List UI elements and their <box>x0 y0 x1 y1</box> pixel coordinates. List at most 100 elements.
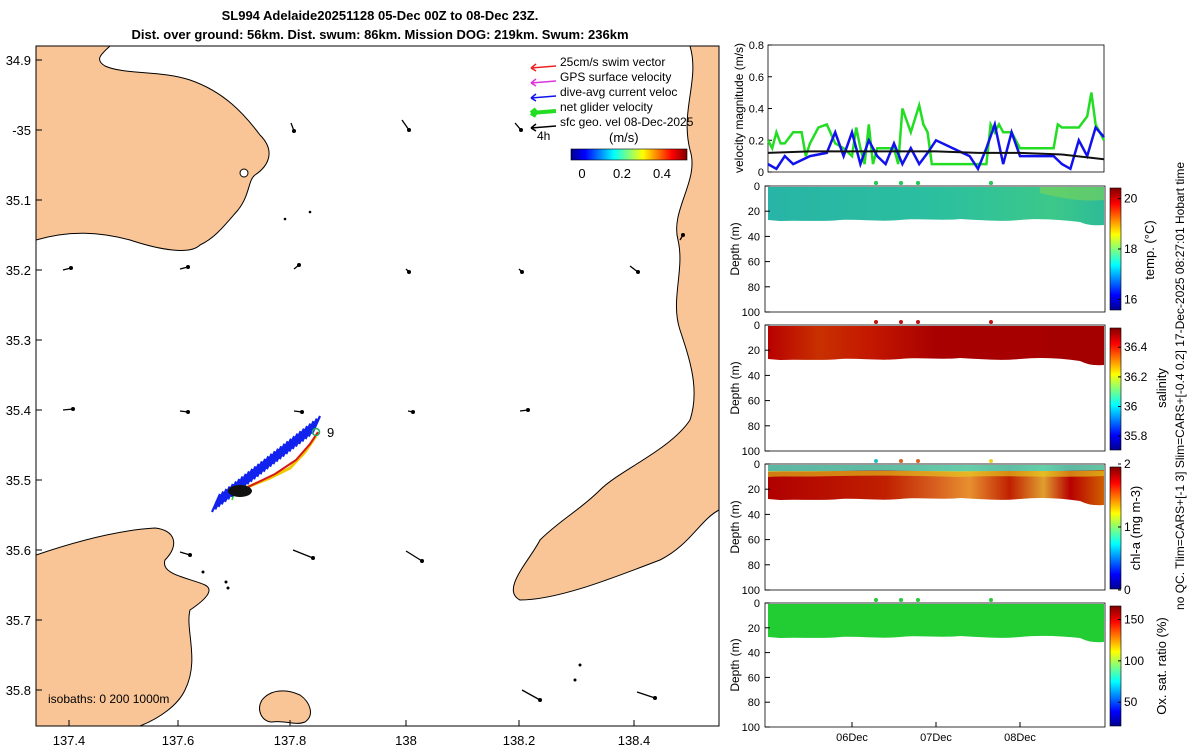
depth-axis-label: Depth (m) <box>728 361 742 414</box>
dive-avg-vector <box>265 450 276 470</box>
chla-mid-layer <box>768 471 1104 477</box>
depth-tick-label: 40 <box>748 648 760 660</box>
dive-avg-vector <box>278 440 289 460</box>
geo-vel-arrowhead <box>407 128 411 132</box>
dive-avg-vector <box>291 430 302 450</box>
land-small-island <box>259 690 311 724</box>
islet <box>573 678 577 682</box>
oxygen-section <box>768 604 1104 643</box>
dive-avg-vector <box>301 423 312 442</box>
depth-tick-label: 100 <box>742 446 760 458</box>
geo-vel-arrowhead <box>186 410 190 414</box>
lon-tick-label: 137.4 <box>53 733 86 748</box>
colorbar-tick-label: 2 <box>1124 457 1131 471</box>
time-tick-label: 06Dec <box>836 732 868 744</box>
depth-tick-label: 20 <box>748 623 760 635</box>
surface-marker <box>899 598 903 602</box>
dive-avg-vector <box>304 420 315 440</box>
legend-arrowhead <box>530 78 537 87</box>
geo-vel-arrowhead <box>653 696 657 700</box>
dive-avg-vector <box>294 428 305 448</box>
surface-marker <box>916 181 920 185</box>
dive-avg-vector <box>246 465 257 485</box>
depth-tick-label: 60 <box>748 535 760 547</box>
depth-tick-label: 60 <box>748 396 760 408</box>
surface-marker <box>874 320 878 324</box>
glider-track: 9 <box>210 415 334 513</box>
legend-label: GPS surface velocity <box>560 70 671 84</box>
islet <box>224 580 228 584</box>
glider-track-red <box>247 431 319 488</box>
velocity-series <box>766 92 1106 172</box>
colorbar-tick-label: 1 <box>1124 520 1131 534</box>
geo-vel-arrowhead <box>300 410 304 414</box>
map-colorbar-tick: 0.4 <box>653 166 671 181</box>
map-frame <box>35 45 720 727</box>
isobaths-label: isobaths: 0 200 1000m <box>48 692 169 706</box>
legend-arrowhead <box>529 107 538 118</box>
temperature-section <box>768 187 1104 226</box>
geo-vel-arrowhead <box>681 233 685 237</box>
velocity-series-line <box>767 119 1105 172</box>
dive-avg-vector <box>275 443 286 463</box>
surface-marker <box>874 181 878 185</box>
surface-marker <box>899 181 903 185</box>
dive-avg-vector <box>285 435 296 455</box>
dive-avg-vector <box>307 418 318 437</box>
colorbar-tick-label: 35.8 <box>1124 429 1148 443</box>
depth-tick-label: 80 <box>748 282 760 294</box>
surface-marker <box>916 320 920 324</box>
colorbar-tick-label: 36 <box>1124 400 1138 414</box>
geo-vel-arrowhead <box>420 559 424 563</box>
depth-tick-label: 20 <box>748 484 760 496</box>
velocity-tick-label: 0 <box>758 167 764 179</box>
legend-arrowhead <box>530 123 537 132</box>
temperature-panel: temp. (°C) <box>764 185 1157 313</box>
chla-surface-layer <box>768 465 1104 472</box>
dive-avg-vector <box>252 460 263 480</box>
surface-marker <box>874 459 878 463</box>
surface-marker <box>989 181 993 185</box>
depth-axis-label: Depth (m) <box>728 222 742 275</box>
colorbar-tick-label: 0 <box>1124 583 1131 597</box>
depth-tick-label: 80 <box>748 421 760 433</box>
lon-tick-label: 137.6 <box>162 733 195 748</box>
surface-marker <box>916 459 920 463</box>
land-kangaroo-fleurieu <box>36 527 210 726</box>
geo-vel-arrowhead <box>636 270 640 274</box>
lat-tick-label: 35.1 <box>6 193 31 208</box>
dive-avg-vector <box>214 491 225 510</box>
velocity-tick-label: 0.8 <box>749 40 764 52</box>
lat-tick-label: 35.2 <box>6 263 31 278</box>
geo-vel-arrowhead <box>188 553 192 557</box>
legend-line <box>530 65 557 69</box>
lon-tick-label: 137.8 <box>274 733 307 748</box>
depth-tick-label: 20 <box>748 345 760 357</box>
surface-marker <box>989 598 993 602</box>
temperature-colorbar-label: temp. (°C) <box>1142 220 1157 279</box>
lat-tick-label: 35.4 <box>6 403 31 418</box>
lat-tick-label: 35.7 <box>6 613 31 628</box>
depth-tick-label: 80 <box>748 560 760 572</box>
depth-tick-label: 60 <box>748 257 760 269</box>
depth-axis-label: Depth (m) <box>728 500 742 553</box>
map-colorbar-tick: 0 <box>578 166 585 181</box>
legend-extra-4h: 4h <box>537 129 550 143</box>
surface-marker <box>916 598 920 602</box>
dive-avg-vector <box>272 445 283 465</box>
lat-tick-label: 35.6 <box>6 543 31 558</box>
depth-tick-label: 100 <box>742 307 760 319</box>
geo-vel-arrow <box>521 689 541 701</box>
time-tick-label: 08Dec <box>1004 732 1036 744</box>
oxygen-colorbar <box>1109 605 1122 727</box>
figure-subtitle: Dist. over ground: 56km. Dist. swum: 86k… <box>131 27 629 42</box>
geo-vel-arrowhead <box>71 407 75 411</box>
depth-tick-label: 80 <box>748 697 760 709</box>
side-note: no QC. Tlim=CARS+[-1 3] Slim=CARS+[-0.4 … <box>1173 162 1187 610</box>
land-yorke-peninsula <box>36 46 270 251</box>
surface-marker <box>899 459 903 463</box>
geo-vel-arrowhead <box>69 266 73 270</box>
